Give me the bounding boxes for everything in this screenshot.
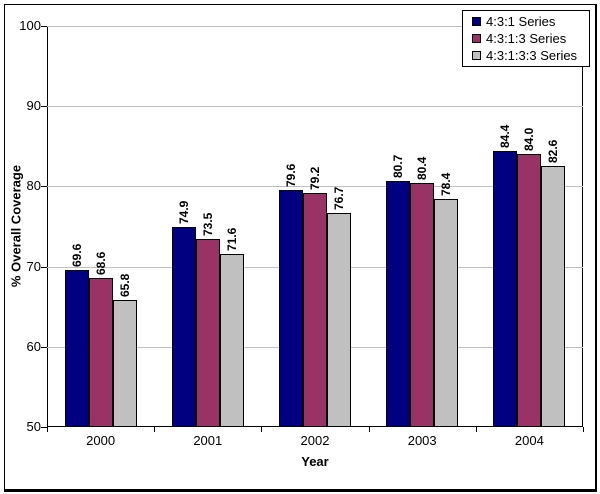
y-axis-tick bbox=[41, 106, 47, 108]
data-label: 79.6 bbox=[284, 163, 298, 187]
data-label: 69.6 bbox=[69, 243, 84, 267]
legend-item: 4:3:1 Series bbox=[463, 13, 589, 30]
x-axis-title: Year bbox=[301, 454, 329, 469]
y-tick-label: 90 bbox=[26, 98, 41, 114]
x-category-label: 2000 bbox=[86, 433, 116, 448]
y-axis-tick bbox=[41, 427, 47, 428]
data-label: 76.7 bbox=[332, 186, 346, 210]
x-category-label: 2004 bbox=[514, 433, 544, 448]
y-axis-tick bbox=[41, 346, 47, 348]
legend-swatch-icon bbox=[472, 34, 481, 43]
legend-label: 4:3:1:3 Series bbox=[486, 31, 567, 46]
x-axis-tick bbox=[154, 427, 156, 432]
gridline bbox=[47, 26, 583, 27]
bar-4-3-1-3-series-2001 bbox=[195, 238, 220, 427]
bar-4-3-1-3-3-series-2002 bbox=[327, 212, 351, 427]
legend-label: 4:3:1 Series bbox=[486, 14, 556, 29]
y-axis-title: % Overall Coverage bbox=[8, 164, 24, 288]
gridline bbox=[47, 186, 583, 188]
data-label: 80.7 bbox=[391, 154, 406, 178]
data-label: 74.9 bbox=[176, 200, 191, 225]
bar-4-3-1-3-3-series-2003 bbox=[434, 199, 459, 427]
x-axis-tick bbox=[583, 427, 584, 432]
bar-4-3-1-3-3-series-2001 bbox=[219, 253, 244, 427]
data-label: 80.4 bbox=[415, 156, 430, 181]
bar-4-3-1-3-series-2004 bbox=[517, 154, 542, 427]
bar-4-3-1-3-3-series-2000 bbox=[112, 300, 137, 427]
bar-4-3-1-series-2000 bbox=[64, 269, 89, 427]
bar-4-3-1-3-3-series-2004 bbox=[541, 165, 566, 427]
data-label: 68.6 bbox=[93, 251, 108, 275]
bar-4-3-1-series-2003 bbox=[386, 180, 411, 427]
x-category-label: 2002 bbox=[300, 433, 330, 448]
legend-item: 4:3:1:3 Series bbox=[463, 30, 589, 47]
bar-4-3-1-3-series-2000 bbox=[88, 277, 113, 427]
x-axis-tick bbox=[368, 427, 370, 432]
data-label: 84.0 bbox=[522, 127, 537, 152]
y-tick-label: 100 bbox=[19, 18, 41, 33]
gridline bbox=[47, 106, 583, 108]
bar-4-3-1-series-2002 bbox=[279, 189, 303, 427]
legend-item: 4:3:1:3:3 Series bbox=[463, 47, 589, 64]
x-axis-tick bbox=[475, 427, 477, 432]
data-label: 65.8 bbox=[117, 273, 132, 298]
bar-4-3-1-3-series-2003 bbox=[410, 183, 435, 427]
y-axis-tick bbox=[41, 266, 47, 268]
bar-4-3-1-3-series-2002 bbox=[303, 192, 327, 427]
y-axis-tick bbox=[41, 186, 47, 188]
y-tick-label: 80 bbox=[26, 178, 41, 194]
y-tick-label: 50 bbox=[26, 419, 41, 434]
data-label: 82.6 bbox=[546, 139, 561, 163]
legend-label: 4:3:1:3:3 Series bbox=[486, 48, 578, 63]
legend-swatch-icon bbox=[472, 51, 481, 60]
legend-swatch-icon bbox=[472, 17, 481, 26]
x-axis-tick bbox=[261, 427, 263, 432]
data-label: 71.6 bbox=[224, 227, 239, 251]
data-label: 73.5 bbox=[200, 212, 215, 236]
data-label: 78.4 bbox=[439, 172, 454, 197]
y-tick-label: 60 bbox=[26, 338, 41, 354]
bar-4-3-1-series-2004 bbox=[493, 151, 518, 427]
y-axis-tick bbox=[41, 26, 47, 27]
x-category-label: 2003 bbox=[407, 433, 437, 448]
data-label: 84.4 bbox=[498, 124, 513, 149]
x-category-label: 2001 bbox=[193, 433, 223, 448]
data-label: 79.2 bbox=[308, 166, 322, 190]
x-axis-tick bbox=[47, 427, 48, 432]
y-tick-label: 70 bbox=[26, 258, 41, 274]
legend: 4:3:1 Series 4:3:1:3 Series 4:3:1:3:3 Seri… bbox=[462, 10, 590, 67]
bar-4-3-1-series-2001 bbox=[171, 227, 196, 427]
